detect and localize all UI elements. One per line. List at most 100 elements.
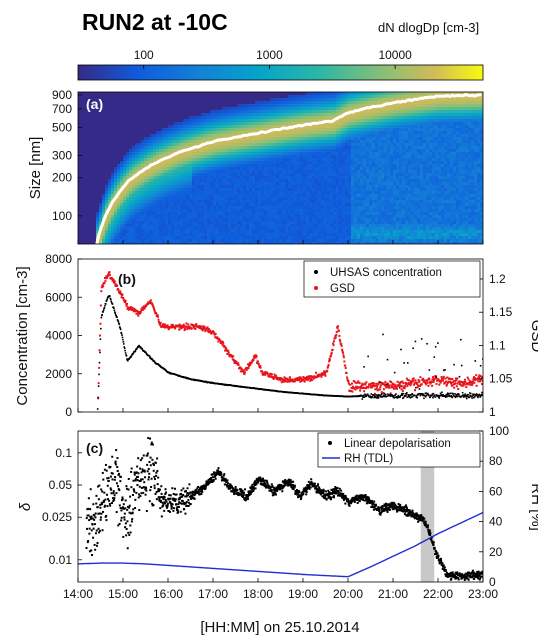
heatmap-cell	[120, 164, 124, 168]
heatmap-cell	[417, 230, 421, 234]
heatmap-cell	[180, 197, 184, 201]
heatmap-cell	[399, 182, 403, 186]
heatmap-cell	[333, 104, 337, 108]
heatmap-cell	[378, 191, 382, 195]
heatmap-cell	[156, 170, 160, 174]
heatmap-cell	[252, 143, 256, 147]
heatmap-cell	[327, 122, 331, 126]
heatmap-cell	[126, 158, 130, 162]
heatmap-cell	[138, 203, 142, 207]
heatmap-cell	[405, 215, 409, 219]
heatmap-cell	[297, 116, 301, 120]
heatmap-cell	[318, 182, 322, 186]
heatmap-cell	[252, 209, 256, 213]
heatmap-cell	[300, 116, 304, 120]
heatmap-cell	[258, 233, 262, 237]
heatmap-cell	[234, 122, 238, 126]
heatmap-cell	[234, 227, 238, 231]
heatmap-cell	[273, 152, 277, 156]
heatmap-cell	[216, 122, 220, 126]
heatmap-cell	[375, 203, 379, 207]
heatmap-cell	[243, 206, 247, 210]
heatmap-cell	[354, 209, 358, 213]
heatmap-cell	[405, 176, 409, 180]
heatmap-cell	[378, 131, 382, 135]
heatmap-cell	[408, 227, 412, 231]
heatmap-cell	[129, 227, 133, 231]
heatmap-cell	[153, 170, 157, 174]
heatmap-cell	[390, 104, 394, 108]
heatmap-cell	[294, 242, 298, 244]
heatmap-cell	[417, 125, 421, 129]
heatmap-cell	[396, 137, 400, 141]
heatmap-cell	[165, 227, 169, 231]
heatmap-cell	[279, 182, 283, 186]
heatmap-cell	[192, 191, 196, 195]
heatmap-cell	[276, 218, 280, 222]
heatmap-cell	[390, 116, 394, 120]
heatmap-cell	[405, 182, 409, 186]
heatmap-cell	[141, 236, 145, 240]
heatmap-cell	[159, 212, 163, 216]
heatmap-cell	[336, 239, 340, 243]
heatmap-cell	[135, 227, 139, 231]
heatmap-cell	[303, 137, 307, 141]
heatmap-cell	[291, 116, 295, 120]
heatmap-cell	[237, 197, 241, 201]
heatmap-cell	[249, 233, 253, 237]
heatmap-cell	[120, 227, 124, 231]
heatmap-cell	[399, 146, 403, 150]
heatmap-cell	[357, 149, 361, 153]
heatmap-cell	[390, 182, 394, 186]
heatmap-cell	[339, 197, 343, 201]
heatmap-cell	[273, 113, 277, 117]
heatmap-cell	[270, 200, 274, 204]
heatmap-cell	[261, 191, 265, 195]
heatmap-cell	[267, 233, 271, 237]
heatmap-cell	[387, 158, 391, 162]
heatmap-cell	[315, 227, 319, 231]
heatmap-cell	[255, 230, 259, 234]
heatmap-cell	[240, 230, 244, 234]
heatmap-cell	[174, 242, 178, 244]
heatmap-cell	[285, 146, 289, 150]
heatmap-cell	[375, 149, 379, 153]
heatmap-cell	[429, 179, 433, 183]
heatmap-cell	[270, 116, 274, 120]
heatmap-cell	[186, 128, 190, 132]
heatmap-cell	[285, 134, 289, 138]
heatmap-cell	[369, 167, 373, 171]
heatmap-cell	[429, 221, 433, 225]
heatmap-cell	[189, 134, 193, 138]
heatmap-cell	[96, 215, 100, 219]
heatmap-cell	[222, 125, 226, 129]
heatmap-cell	[156, 212, 160, 216]
heatmap-cell	[369, 194, 373, 198]
heatmap-cell	[399, 161, 403, 165]
heatmap-cell	[231, 173, 235, 177]
heatmap-cell	[183, 158, 187, 162]
heatmap-cell	[393, 203, 397, 207]
heatmap-cell	[408, 179, 412, 183]
heatmap-cell	[132, 215, 136, 219]
heatmap-cell	[177, 161, 181, 165]
heatmap-cell	[378, 110, 382, 114]
heatmap-cell	[186, 146, 190, 150]
heatmap-cell	[189, 170, 193, 174]
heatmap-cell	[381, 146, 385, 150]
heatmap-cell	[360, 122, 364, 126]
heatmap-cell	[162, 200, 166, 204]
heatmap-cell	[123, 227, 127, 231]
heatmap-cell	[168, 137, 172, 141]
heatmap-cell	[420, 233, 424, 237]
heatmap-cell	[237, 203, 241, 207]
heatmap-cell	[243, 116, 247, 120]
heatmap-cell	[306, 206, 310, 210]
heatmap-cell	[369, 104, 373, 108]
heatmap-cell	[291, 95, 295, 99]
heatmap-cell	[303, 134, 307, 138]
heatmap-cell	[396, 191, 400, 195]
heatmap-cell	[165, 197, 169, 201]
heatmap-cell	[333, 227, 337, 231]
heatmap-cell	[417, 140, 421, 144]
